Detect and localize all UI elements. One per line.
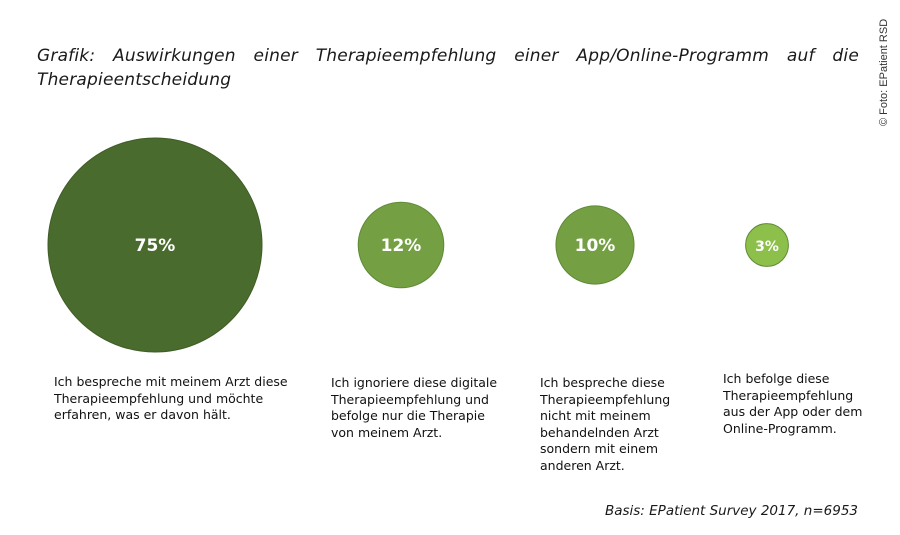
chart-title-line-1: Grafik: Auswirkungen einer Therapieempfe… [37,46,859,66]
bubble-4 [745,223,789,267]
description-3: Ich bespreche diese Therapieempfehlung n… [540,375,671,473]
bubble-3 [555,205,635,285]
bubble-2 [357,201,445,289]
bubble-label-1: 75% [135,236,176,256]
bubble-label-2: 12% [381,236,422,256]
description-4: Ich befolge diese Therapieempfehlung aus… [723,371,863,436]
chart-title: Grafik: Auswirkungen einer Therapieempfe… [37,44,859,92]
chart-title-line-2: Therapieentscheidung [37,70,232,90]
source-note: Basis: EPatient Survey 2017, n=6953 [604,503,858,519]
bubble-1 [47,137,263,353]
bubble-label-4: 3% [755,239,779,255]
description-2: Ich ignoriere diese digitale Therapieemp… [331,375,498,440]
bubble-label-3: 10% [575,236,616,256]
description-1: Ich bespreche mit meinem Arzt diese Ther… [54,374,288,422]
